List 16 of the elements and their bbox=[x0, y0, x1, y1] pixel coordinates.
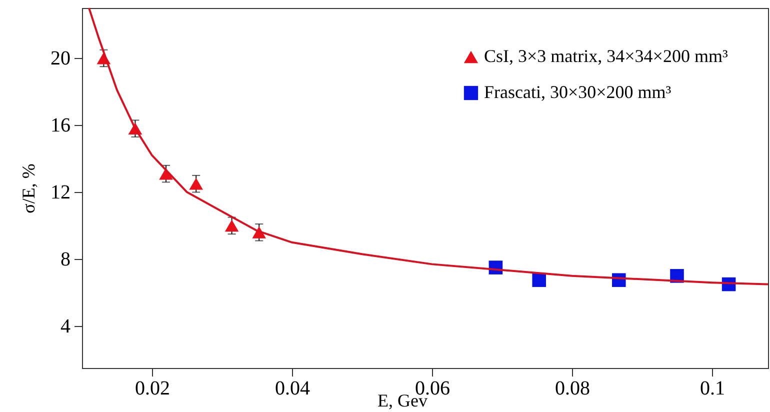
point bbox=[224, 220, 239, 232]
y-tick-label: 16 bbox=[50, 114, 70, 137]
y-tick-label: 12 bbox=[50, 182, 70, 204]
x-tick-label: 0.02 bbox=[135, 378, 170, 400]
legend-label: Frascati, 30×30×200 mm³ bbox=[484, 82, 672, 102]
line-series bbox=[88, 7, 769, 286]
point bbox=[189, 178, 203, 190]
point bbox=[532, 273, 546, 287]
y-tick-label: 8 bbox=[60, 248, 70, 271]
y-tick-label: 20 bbox=[50, 48, 70, 70]
x-tick-label: 0.08 bbox=[555, 378, 590, 400]
y-axis-title: σ/E, % bbox=[18, 164, 38, 214]
legend-label: CsI, 3×3 matrix, 34×34×200 mm³ bbox=[484, 46, 728, 66]
x-tick-label: 0.04 bbox=[275, 378, 310, 400]
x-tick-label: 0.1 bbox=[700, 378, 725, 400]
y-tick-label: 4 bbox=[60, 316, 70, 338]
